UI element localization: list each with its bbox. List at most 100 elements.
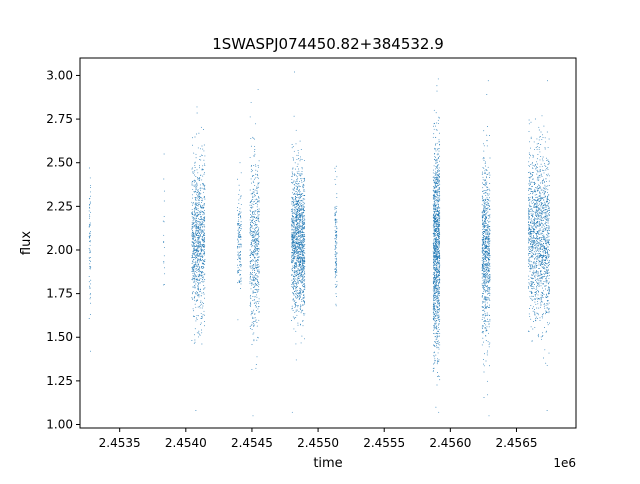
data-point: [487, 287, 489, 289]
data-point: [251, 203, 253, 205]
data-point: [202, 218, 204, 220]
data-point: [89, 260, 91, 261]
data-point: [258, 289, 260, 291]
data-point: [436, 284, 438, 286]
data-point: [436, 300, 438, 301]
data-point: [434, 173, 436, 174]
data-point: [199, 232, 200, 234]
data-point: [434, 214, 436, 216]
data-point: [335, 275, 336, 277]
data-point: [438, 173, 440, 175]
data-point: [301, 271, 303, 273]
data-point: [486, 257, 488, 259]
data-point: [200, 148, 201, 150]
data-point: [482, 143, 484, 145]
data-point: [483, 284, 484, 286]
data-point: [256, 242, 258, 244]
data-point: [301, 167, 303, 169]
data-point: [204, 325, 205, 327]
data-point: [296, 251, 298, 253]
data-point: [489, 216, 491, 218]
data-point: [434, 247, 435, 249]
data-point: [488, 244, 490, 246]
data-point: [436, 165, 438, 167]
data-point: [203, 219, 205, 221]
data-point: [485, 240, 486, 242]
data-point: [482, 264, 484, 265]
data-point: [293, 257, 295, 259]
data-point: [250, 267, 252, 269]
data-point: [300, 241, 302, 243]
data-point: [204, 237, 206, 238]
data-point: [300, 231, 302, 233]
data-point: [437, 292, 439, 294]
data-point: [302, 239, 304, 241]
data-point: [204, 217, 205, 219]
data-point: [436, 160, 438, 162]
data-point: [292, 251, 294, 253]
data-point: [435, 243, 437, 245]
data-point: [256, 263, 258, 265]
data-point: [253, 286, 255, 288]
data-point: [303, 280, 305, 282]
data-point: [433, 252, 435, 254]
data-point: [435, 172, 437, 174]
data-point: [297, 223, 299, 224]
data-point: [253, 195, 255, 197]
data-point: [488, 298, 490, 300]
data-point: [258, 251, 260, 252]
data-point: [436, 199, 438, 200]
data-point: [191, 254, 193, 256]
data-point: [292, 232, 294, 234]
data-point: [436, 251, 438, 253]
data-point: [199, 333, 201, 335]
data-point: [481, 296, 483, 298]
data-point: [298, 277, 300, 279]
data-point: [239, 274, 241, 276]
data-point: [433, 328, 435, 330]
data-point: [299, 220, 301, 222]
data-point: [293, 284, 295, 286]
data-point: [435, 240, 437, 242]
data-point: [304, 303, 306, 305]
data-point: [300, 219, 302, 221]
data-point: [435, 187, 437, 189]
data-point: [258, 214, 260, 216]
data-point: [238, 247, 240, 249]
data-point: [197, 224, 199, 226]
data-point: [238, 240, 240, 242]
data-point: [439, 220, 441, 222]
data-point: [251, 278, 253, 280]
data-point: [203, 159, 205, 161]
data-point: [252, 231, 254, 233]
data-point: [301, 173, 303, 175]
data-point: [437, 222, 439, 224]
data-point: [293, 223, 294, 225]
data-point: [203, 249, 205, 251]
data-point: [432, 136, 434, 138]
data-point: [194, 287, 196, 289]
data-point: [252, 188, 254, 190]
data-point: [433, 259, 435, 261]
data-point: [437, 200, 439, 202]
data-point: [484, 270, 486, 272]
data-point: [488, 259, 490, 261]
data-point: [293, 257, 295, 259]
data-point: [434, 256, 436, 258]
data-point: [487, 225, 489, 227]
data-point: [195, 244, 197, 246]
data-point: [197, 306, 199, 308]
data-point: [201, 154, 203, 156]
data-point: [88, 210, 90, 212]
data-point: [434, 195, 436, 197]
data-point: [254, 261, 256, 262]
data-point: [437, 285, 439, 287]
data-point: [436, 182, 438, 184]
data-point: [294, 228, 296, 229]
data-point: [487, 211, 489, 213]
data-point: [201, 303, 203, 305]
data-point: [293, 186, 295, 188]
data-point: [196, 277, 198, 279]
data-point: [483, 281, 485, 283]
data-point: [438, 299, 440, 301]
